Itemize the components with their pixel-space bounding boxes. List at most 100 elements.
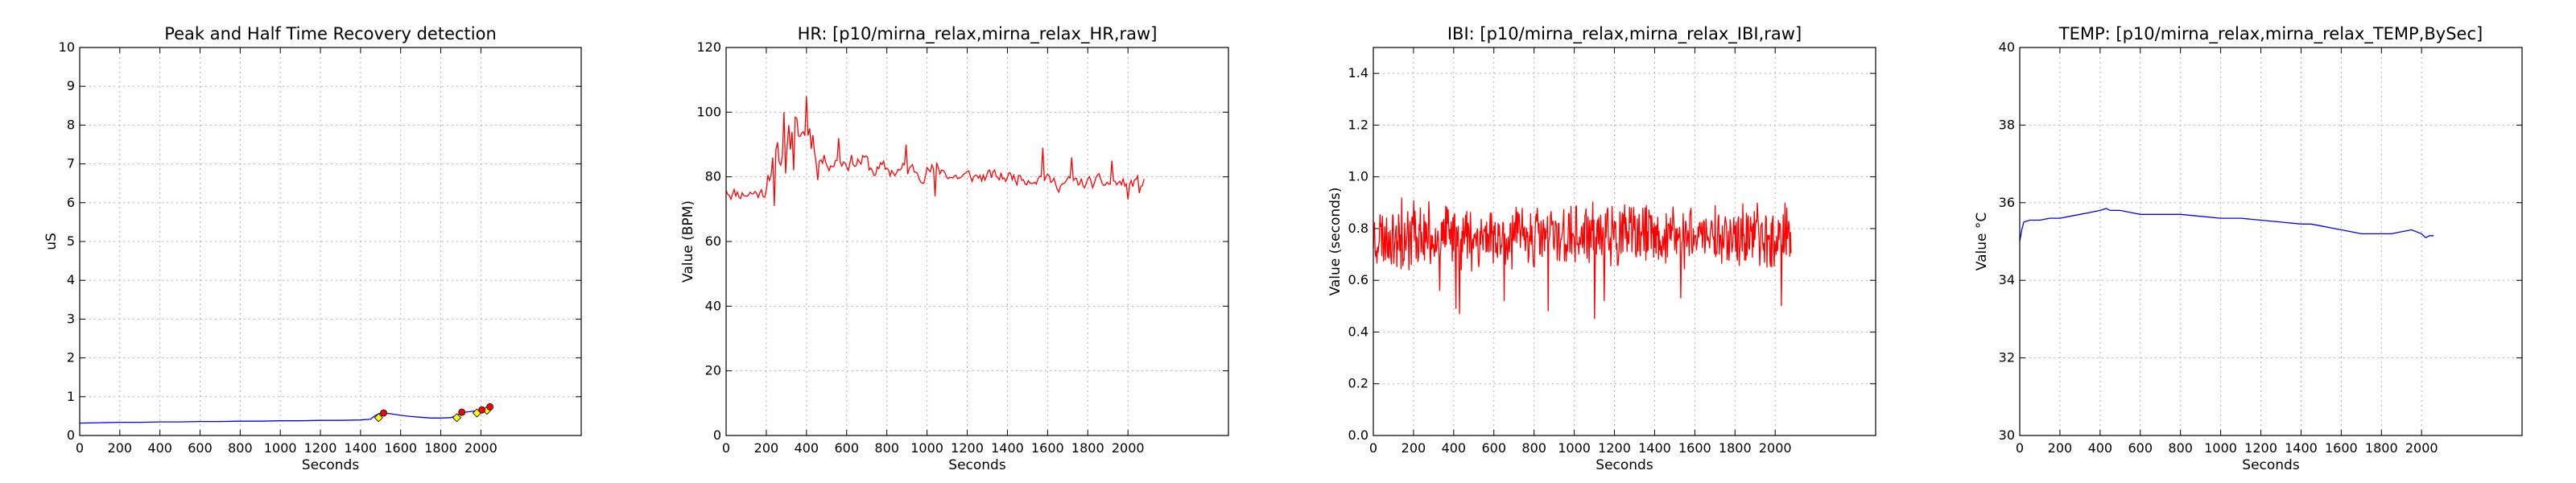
x-tick-label: 1600 — [2325, 440, 2358, 456]
series-line-1 — [2020, 208, 2434, 242]
y-tick-label: 0.2 — [1348, 376, 1368, 391]
y-tick-label: 40 — [705, 298, 721, 313]
y-tick-label: 4 — [67, 272, 75, 287]
chart-panel-3: 0 200 400 600 800 1000 1200 1400 1600 1800 2000 0.0… — [1327, 24, 1876, 473]
x-tick-label: 600 — [834, 440, 859, 456]
x-tick-label: 600 — [2128, 440, 2153, 456]
x-tick-label: 800 — [1521, 440, 1546, 456]
chart-title: IBI: [p10/mirna_relax,mirna_relax_IBI,ra… — [1447, 24, 1802, 44]
y-tick-label: 0.8 — [1348, 221, 1368, 236]
peak-marker — [458, 408, 466, 416]
y-tick-label: 1 — [67, 389, 75, 404]
x-tick-label: 400 — [1442, 440, 1467, 456]
y-tick-label: 38 — [1999, 117, 2015, 132]
y-tick-label: 2 — [67, 350, 75, 365]
x-tick-label: 600 — [1481, 440, 1506, 456]
x-tick-label: 1800 — [1719, 440, 1752, 456]
x-tick-label: 0 — [1369, 440, 1377, 456]
x-tick-label: 1400 — [345, 440, 378, 456]
y-axis-label: uS — [43, 233, 60, 250]
y-tick-label: 34 — [1999, 272, 2015, 287]
x-tick-label: 0 — [76, 440, 84, 456]
y-tick-label: 10 — [59, 39, 75, 55]
series-line-1 — [726, 96, 1145, 206]
y-tick-label: 0.4 — [1348, 324, 1368, 339]
chart-panel-4: 0 200 400 600 800 1000 1200 1400 1600 1800 2000 30 3… — [1974, 24, 2523, 473]
chart-panel-2: 0 200 400 600 800 1000 1200 1400 1600 1800 2000 0 20… — [680, 24, 1229, 473]
y-axis-label: Value (seconds) — [1327, 188, 1344, 296]
y-tick-label: 0.6 — [1348, 272, 1368, 287]
x-tick-label: 1600 — [1678, 440, 1711, 456]
x-tick-label: 1800 — [2365, 440, 2398, 456]
y-tick-label: 5 — [67, 233, 75, 249]
series-line-1 — [1373, 197, 1792, 320]
x-tick-label: 1200 — [951, 440, 984, 456]
y-tick-label: 0 — [67, 427, 75, 443]
x-tick-label: 400 — [2088, 440, 2113, 456]
x-tick-label: 1400 — [991, 440, 1024, 456]
x-tick-label: 1800 — [1071, 440, 1104, 456]
x-tick-label: 1200 — [1598, 440, 1631, 456]
y-tick-label: 1.2 — [1348, 117, 1368, 132]
chart-title: HR: [p10/mirna_relax,mirna_relax_HR,raw] — [798, 24, 1158, 44]
x-tick-label: 1600 — [1031, 440, 1064, 456]
y-tick-label: 9 — [67, 78, 75, 93]
x-tick-label: 0 — [2016, 440, 2024, 456]
x-tick-label: 200 — [108, 440, 133, 456]
x-tick-label: 800 — [2168, 440, 2193, 456]
x-tick-label: 1400 — [1638, 440, 1671, 456]
x-tick-label: 400 — [147, 440, 172, 456]
y-tick-label: 40 — [1999, 39, 2015, 55]
x-axis-label: Seconds — [948, 457, 1006, 473]
x-tick-label: 600 — [188, 440, 213, 456]
y-tick-label: 1.0 — [1348, 169, 1368, 184]
y-tick-label: 80 — [705, 169, 721, 184]
y-tick-label: 30 — [1999, 427, 2015, 443]
x-tick-label: 2000 — [1759, 440, 1792, 456]
y-tick-label: 3 — [67, 311, 75, 326]
x-tick-label: 1200 — [304, 440, 337, 456]
y-tick-label: 8 — [67, 117, 75, 132]
x-tick-label: 2000 — [464, 440, 497, 456]
x-tick-label: 1000 — [2204, 440, 2237, 456]
y-tick-label: 60 — [705, 233, 721, 249]
x-tick-label: 800 — [874, 440, 899, 456]
chart-title: Peak and Half Time Recovery detection — [164, 24, 497, 43]
x-axis-label: Seconds — [2242, 457, 2300, 473]
x-axis-label: Seconds — [302, 457, 360, 473]
y-tick-label: 0 — [713, 427, 721, 443]
recovery-marker — [452, 413, 462, 423]
series-line-1 — [80, 407, 493, 424]
y-tick-label: 100 — [696, 104, 721, 119]
y-tick-label: 20 — [705, 363, 721, 378]
y-axis-label: Value (BPM) — [680, 200, 696, 283]
y-tick-label: 36 — [1999, 195, 2015, 210]
y-tick-label: 1.4 — [1348, 65, 1368, 80]
x-tick-label: 1000 — [910, 440, 943, 456]
y-tick-label: 32 — [1999, 350, 2015, 365]
x-tick-label: 1400 — [2285, 440, 2318, 456]
peak-marker — [486, 402, 494, 411]
peak-marker — [380, 409, 387, 417]
x-tick-label: 2000 — [1112, 440, 1145, 456]
x-tick-label: 800 — [228, 440, 253, 456]
x-tick-label: 200 — [754, 440, 779, 456]
y-axis-label: Value °C — [1974, 213, 1990, 270]
x-tick-label: 1600 — [384, 440, 417, 456]
y-tick-label: 0.0 — [1348, 427, 1368, 443]
chart-panel-1: 0 200 400 600 800 1000 1200 1400 1600 1800 2000 0 1 2… — [43, 24, 582, 473]
x-tick-label: 2000 — [2405, 440, 2438, 456]
y-tick-label: 120 — [696, 39, 721, 55]
x-tick-label: 1200 — [2244, 440, 2277, 456]
x-axis-label: Seconds — [1596, 457, 1653, 473]
x-tick-label: 1000 — [264, 440, 297, 456]
x-tick-label: 400 — [795, 440, 819, 456]
chart-title: TEMP: [p10/mirna_relax,mirna_relax_TEMP,… — [2058, 24, 2483, 44]
plot-frame — [1373, 47, 1876, 436]
y-tick-label: 7 — [67, 156, 75, 171]
x-tick-label: 200 — [1402, 440, 1426, 456]
x-tick-label: 200 — [2048, 440, 2073, 456]
peak-marker — [478, 406, 486, 414]
x-tick-label: 1800 — [424, 440, 457, 456]
